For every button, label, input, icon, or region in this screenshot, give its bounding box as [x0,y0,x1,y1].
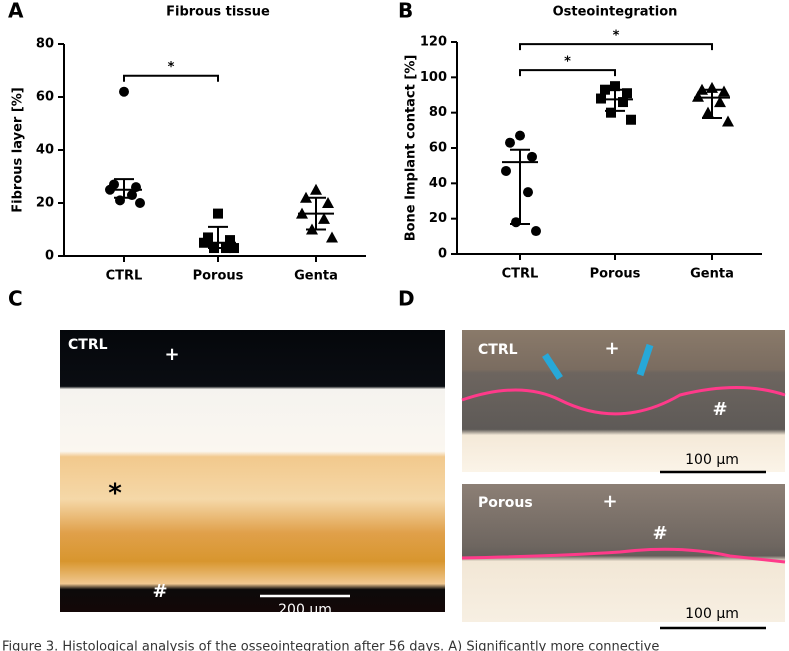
significance-bracket [123,74,219,82]
data-point [527,151,537,162]
y-tick-label: 100 [420,70,447,85]
y-tick-label: 80 [36,37,54,52]
data-point [135,198,145,208]
y-tick-label: 0 [45,249,54,264]
image-mark: + [604,338,619,359]
x-tick-label: Porous [193,269,244,284]
x-tick-label: Genta [294,269,338,284]
image-mark: + [164,344,179,365]
y-tick-label: 20 [429,211,447,226]
data-point [229,243,239,254]
data-point [505,137,515,148]
data-point [692,90,704,102]
data-point [310,183,322,195]
data-point [501,165,511,176]
data-point [618,97,628,108]
caption: Figure 3. Histological analysis of the o… [2,640,659,651]
panel-letter: A [8,0,24,23]
image-label: CTRL [68,337,108,353]
data-point [531,226,541,237]
data-point [718,85,730,97]
data-point [515,130,525,141]
data-point [626,114,636,125]
y-tick-label: 0 [438,247,447,262]
micrograph [60,330,445,612]
significance-bracket [519,43,713,51]
significance-label: * [613,29,620,44]
panel-letter: D [398,287,415,311]
y-tick-label: 120 [420,35,447,50]
data-point [322,197,334,208]
y-axis-label: Bone Implant contact [%] [404,55,419,242]
y-tick-label: 60 [36,90,54,105]
scale-label: 200 µm [278,602,332,618]
significance-bracket [519,69,616,77]
image-mark: * [108,479,122,509]
chart-title: Osteointegration [553,5,678,20]
data-point [622,88,632,99]
arrow [542,343,654,380]
y-tick-label: 20 [36,196,54,211]
y-tick-label: 40 [36,143,54,158]
image-label: CTRL [478,342,518,358]
y-tick-label: 80 [429,105,447,120]
chart-title: Fibrous tissue [166,5,270,20]
data-point [318,212,330,224]
x-tick-label: Genta [690,267,734,282]
data-point [610,81,620,92]
micrograph [462,330,785,472]
stain-edge [461,547,786,564]
data-point [714,96,726,108]
charts: A Fibrous tissue Fibrous layer [%] 0 20 40 60 8… [8,0,762,284]
image-mark: # [652,523,667,544]
y-tick-label: 60 [429,141,447,156]
stain-edge [461,386,786,416]
data-point [119,86,129,97]
x-tick-label: CTRL [106,269,143,284]
data-point [225,235,235,246]
image-mark: # [152,581,167,602]
image-label: Porous [478,495,533,511]
data-point [722,115,734,127]
panel-letter: B [398,0,413,23]
x-tick-label: Porous [590,267,641,282]
panel-letter: C [8,287,23,311]
y-axis-label: Fibrous layer [%] [11,87,26,212]
data-point [326,231,338,243]
image-mark: # [712,399,727,420]
scale-label: 100 µm [685,452,739,468]
scale-label: 100 µm [685,606,739,622]
data-point [213,208,223,219]
data-point [523,187,533,198]
x-tick-label: CTRL [502,267,539,282]
data-point [203,232,213,243]
data-point [606,107,616,118]
significance-label: * [168,60,175,75]
y-tick-label: 40 [429,176,447,191]
significance-label: * [564,55,571,70]
image-mark: + [602,491,617,512]
